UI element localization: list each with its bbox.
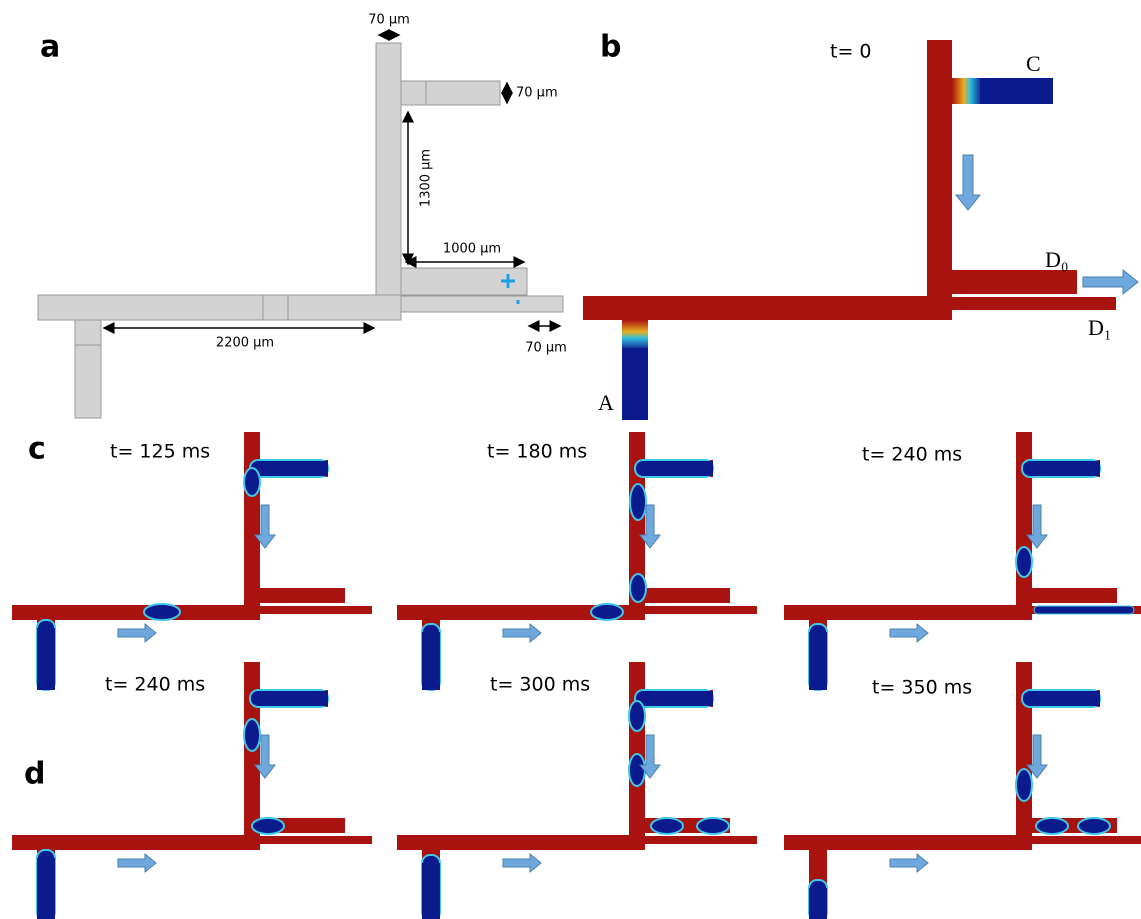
droplet xyxy=(629,573,647,603)
droplet xyxy=(628,753,646,787)
channel xyxy=(260,606,372,614)
channel xyxy=(645,836,757,844)
flow-arrow xyxy=(117,622,157,644)
droplet xyxy=(650,817,684,835)
inlet-fluid xyxy=(422,863,440,919)
droplet xyxy=(628,700,646,732)
inlet-fluid xyxy=(37,628,55,690)
panel-label: d xyxy=(24,757,45,792)
channel xyxy=(260,588,345,603)
simulation-frame xyxy=(397,662,757,919)
droplet xyxy=(1035,817,1069,835)
time-label: t= 0 xyxy=(830,41,872,63)
simulation-frame xyxy=(12,432,372,691)
simulation-frame xyxy=(397,432,757,691)
channel xyxy=(1032,588,1117,603)
panel-label: a xyxy=(40,30,60,65)
dimension-label: 1300 μm xyxy=(419,149,434,207)
flow-arrow xyxy=(889,852,929,874)
flow-arrow xyxy=(502,622,542,644)
plug xyxy=(1033,605,1135,615)
flow-arrow xyxy=(638,504,662,549)
simulation-frame xyxy=(784,662,1141,919)
droplet xyxy=(251,817,285,835)
dispersed-fluid xyxy=(647,691,713,706)
channel xyxy=(629,432,645,620)
time-label: t= 350 ms xyxy=(872,677,972,699)
dispersed-fluid xyxy=(262,691,328,706)
channel xyxy=(645,588,730,603)
flow-arrow xyxy=(1025,504,1049,549)
flow-arrow xyxy=(253,504,277,549)
panel-a-geometry xyxy=(37,42,564,419)
droplet xyxy=(590,603,624,621)
time-label: t= 240 ms xyxy=(862,444,962,466)
time-label: t= 240 ms xyxy=(105,674,205,696)
dimension-label: 1000 μm xyxy=(443,242,501,257)
port-label: D₁ xyxy=(1088,315,1112,340)
simulation-frame xyxy=(12,662,372,919)
simulation-frame xyxy=(784,432,1141,691)
port-label: A xyxy=(598,390,614,415)
droplet xyxy=(243,467,261,497)
inlet-fluid xyxy=(809,632,827,690)
droplet xyxy=(629,483,647,521)
channel xyxy=(12,605,260,620)
droplet xyxy=(1077,817,1111,835)
time-label: t= 125 ms xyxy=(110,441,210,463)
droplet xyxy=(1015,546,1033,578)
channel xyxy=(397,605,645,620)
droplet xyxy=(696,817,730,835)
dimension-label: 70 μm xyxy=(516,86,558,101)
channel xyxy=(244,662,260,850)
dimension-label: 2200 μm xyxy=(216,336,274,351)
flow-arrow xyxy=(1025,734,1049,779)
flow-arrow xyxy=(117,852,157,874)
channel xyxy=(260,836,372,844)
flow-arrow xyxy=(889,622,929,644)
port-label: C xyxy=(1026,51,1041,76)
port-label: D₀ xyxy=(1045,247,1069,272)
inlet-fluid xyxy=(422,632,440,690)
time-label: t= 180 ms xyxy=(487,441,587,463)
plus-marker xyxy=(501,274,520,304)
channel xyxy=(397,835,645,850)
droplet xyxy=(1015,768,1033,802)
droplet xyxy=(243,718,261,752)
flow-arrow xyxy=(638,734,662,779)
panel-b-geometry xyxy=(583,40,1139,420)
dispersed-fluid xyxy=(647,461,713,476)
panel-label: b xyxy=(600,30,621,65)
channel xyxy=(1032,836,1141,844)
channel xyxy=(1016,662,1032,850)
channel xyxy=(12,835,260,850)
panel-label: c xyxy=(28,432,46,467)
flow-arrow xyxy=(502,852,542,874)
time-label: t= 300 ms xyxy=(490,674,590,696)
inlet-fluid xyxy=(37,858,55,919)
dimension-arrows xyxy=(102,29,562,334)
channel xyxy=(784,605,1032,620)
dimension-label: 70 μm xyxy=(525,341,567,356)
dispersed-fluid xyxy=(1034,461,1100,476)
inlet-fluid xyxy=(809,888,827,919)
dispersed-fluid xyxy=(262,461,328,476)
dimension-label: 70 μm xyxy=(368,13,410,28)
channel xyxy=(645,606,757,614)
channel xyxy=(784,835,1032,850)
flow-arrow xyxy=(253,734,277,779)
dispersed-fluid xyxy=(1034,691,1100,706)
droplet xyxy=(143,603,181,621)
